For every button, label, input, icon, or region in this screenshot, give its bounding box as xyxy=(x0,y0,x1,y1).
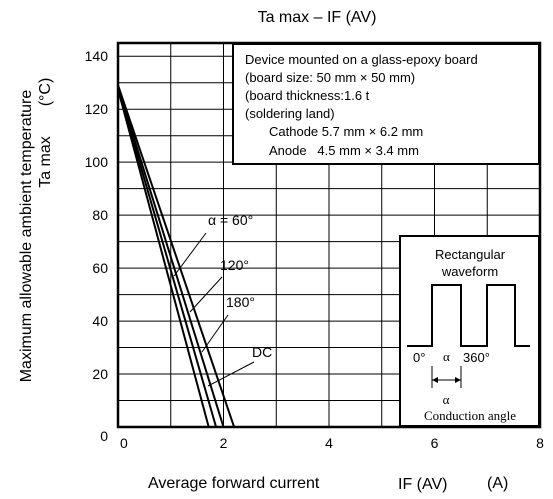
y-tick-label: 40 xyxy=(92,313,108,329)
y-tick-label: 100 xyxy=(85,154,109,170)
annotation-line-3: (board thickness:1.6 t xyxy=(245,88,370,103)
y-tick-labels: 0 20 40 60 80 100 120 140 xyxy=(85,48,109,444)
chart-title: Ta max – IF (AV) xyxy=(258,9,377,26)
series-line-2 xyxy=(118,83,225,427)
curve-label-dc: DC xyxy=(252,344,272,360)
y-axis-symbol: Ta max xyxy=(37,136,54,188)
y-tick-label: 60 xyxy=(92,260,108,276)
y-tick-label: 120 xyxy=(85,101,109,117)
x-tick-label: 8 xyxy=(536,435,544,451)
inset-title-1: Rectangular xyxy=(435,247,506,262)
annotation-box xyxy=(232,43,540,165)
annotation-line-2: (board size: 50 mm × 50 mm) xyxy=(245,70,415,85)
inset-title-2: waveform xyxy=(441,264,498,279)
x-axis-title: Average forward current xyxy=(148,475,320,492)
annotation-line-6: Anode 4.5 mm × 3.4 mm xyxy=(269,143,419,158)
annotation-line-1: Device mounted on a glass-epoxy board xyxy=(245,52,478,67)
inset-arrow-left xyxy=(432,377,438,383)
x-tick-label: 2 xyxy=(220,435,228,451)
x-tick-label: 4 xyxy=(325,435,333,451)
annotation-line-4: (soldering land) xyxy=(245,106,335,121)
rectangular-waveform xyxy=(407,284,530,347)
series-line-0 xyxy=(118,85,210,427)
curve-label-alpha-60: α = 60° xyxy=(208,212,253,228)
series-line-1 xyxy=(118,84,218,427)
leader-120 xyxy=(189,276,223,313)
curves xyxy=(118,81,236,427)
x-tick-label: 6 xyxy=(431,435,439,451)
inset-label-0: 0° xyxy=(413,350,425,365)
leader-alpha-60 xyxy=(173,232,207,277)
inset-caption: Conduction angle xyxy=(424,408,516,423)
x-axis-symbol: IF (AV) xyxy=(398,476,447,493)
curve-label-180: 180° xyxy=(226,294,255,310)
y-tick-label: 0 xyxy=(100,428,108,444)
y-tick-label: 20 xyxy=(92,366,108,382)
leader-180 xyxy=(201,314,229,353)
x-tick-label: 0 xyxy=(120,435,128,451)
inset-label-alpha: α xyxy=(443,349,450,364)
annotation-line-5: Cathode 5.7 mm × 6.2 mm xyxy=(269,124,423,139)
y-tick-label: 80 xyxy=(92,207,108,223)
curve-label-120: 120° xyxy=(220,257,249,273)
y-axis-unit: (°C) xyxy=(37,78,54,107)
x-tick-labels: 0 2 4 6 8 xyxy=(120,435,544,451)
series-line-3 xyxy=(118,81,236,427)
y-axis-title: Maximum allowable ambient temperature xyxy=(18,90,35,383)
inset-alpha-below: α xyxy=(443,392,450,407)
inset-label-360: 360° xyxy=(463,350,490,365)
inset-arrow-right xyxy=(455,377,461,383)
x-axis-unit: (A) xyxy=(487,475,508,492)
y-tick-label: 140 xyxy=(85,48,109,64)
leader-dc xyxy=(207,361,255,387)
